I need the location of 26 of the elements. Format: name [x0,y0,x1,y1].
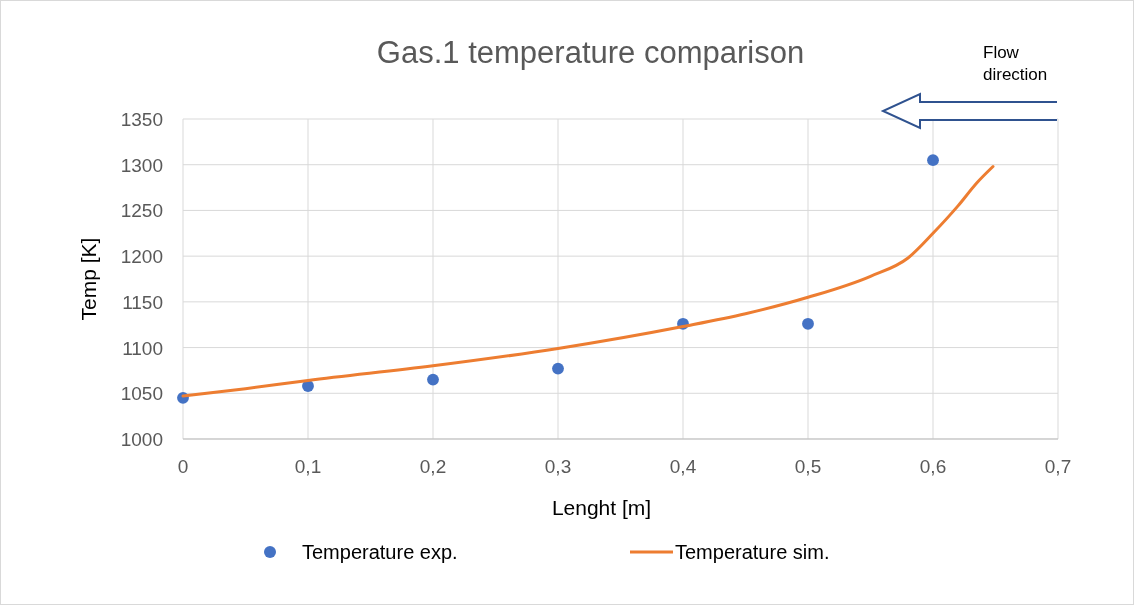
x-tick-label: 0,5 [794,456,822,477]
y-tick-label: 1100 [122,337,163,359]
x-tick-label: 0,7 [1044,456,1072,477]
x-tick-label: 0,1 [294,456,322,477]
legend-label: Temperature exp. [302,541,458,563]
point [927,154,939,167]
chart-title: Gas.1 temperature comparison [376,35,805,70]
y-tick-label: 1200 [120,246,163,268]
x-tick-label: 0,3 [544,456,572,477]
y-tick-label: 1000 [120,429,163,450]
y-tick-label: 1250 [120,200,163,222]
x-tick-label: 0,2 [419,456,447,477]
point [802,317,814,330]
y-tick-label: 1350 [120,109,163,130]
x-tick-label: 0,4 [669,456,697,477]
point [552,362,564,375]
point [427,373,439,386]
y-tick-label: 1300 [120,154,163,176]
y-tick-label: 1050 [120,383,163,405]
x-tick-label: 0,6 [919,456,947,477]
x-tick-label: 0 [177,456,189,477]
legend-label: Temperature sim. [675,541,830,563]
y-axis-title: Temp [K] [77,237,100,321]
y-tick-label: 1150 [122,291,163,313]
text: Flow direction [983,43,1048,84]
x-axis-title: Lenght [m] [551,496,652,519]
